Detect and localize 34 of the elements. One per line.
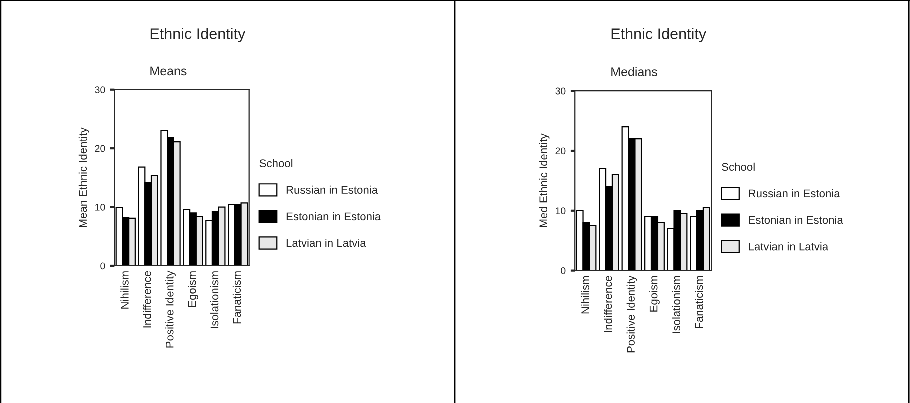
x-tick-label: Isolationism [210,272,219,328]
x-tick-label: Positive Identity [626,276,638,353]
y-tick-label: 10 [556,208,566,215]
y-tick-label: 0 [100,262,106,270]
chart-title: Ethnic Identity [612,28,707,42]
x-tick-label: Indifference [604,276,612,333]
y-tick-label: 30 [556,88,566,95]
y-tick-label: 10 [96,204,106,211]
x-tick-label: Nihilism [581,276,590,314]
x-tick-label: Fanaticism [695,276,704,328]
legend-label: Russian in Estonia [286,186,378,194]
x-tick-label: Positive Identity [166,270,176,348]
x-tick-label: Indifference [143,271,152,328]
y-tick-label: 30 [95,86,106,94]
chart-title: Ethnic Identity [150,28,246,42]
y-tick-label: 0 [561,268,566,274]
y-axis-title: Med Ethnic Identity [539,134,550,228]
x-tick-label: Egoism [188,272,198,307]
x-tick-label: Nihilism [120,272,129,309]
x-tick-label: Fanaticism [232,272,242,324]
chart-subtitle: Means [150,66,187,76]
x-tick-label: Isolationism [672,276,680,334]
x-tick-label: Egoism [650,276,660,312]
legend-title: School [722,162,755,172]
legend-label: Latvian in Latvia [286,238,366,248]
chart-subtitle: Medians [612,67,658,76]
legend-label: Estonian in Estonia [749,216,844,224]
legend-label: Estonian in Estonia [286,212,382,221]
y-tick-label: 20 [556,148,566,155]
legend-label: Latvian in Latvia [749,242,829,251]
y-axis-title: Mean Ethnic Identity [78,128,90,228]
legend-label: Russian in Estonia [749,189,840,198]
y-tick-label: 20 [95,145,106,152]
legend-title: School [260,159,293,168]
